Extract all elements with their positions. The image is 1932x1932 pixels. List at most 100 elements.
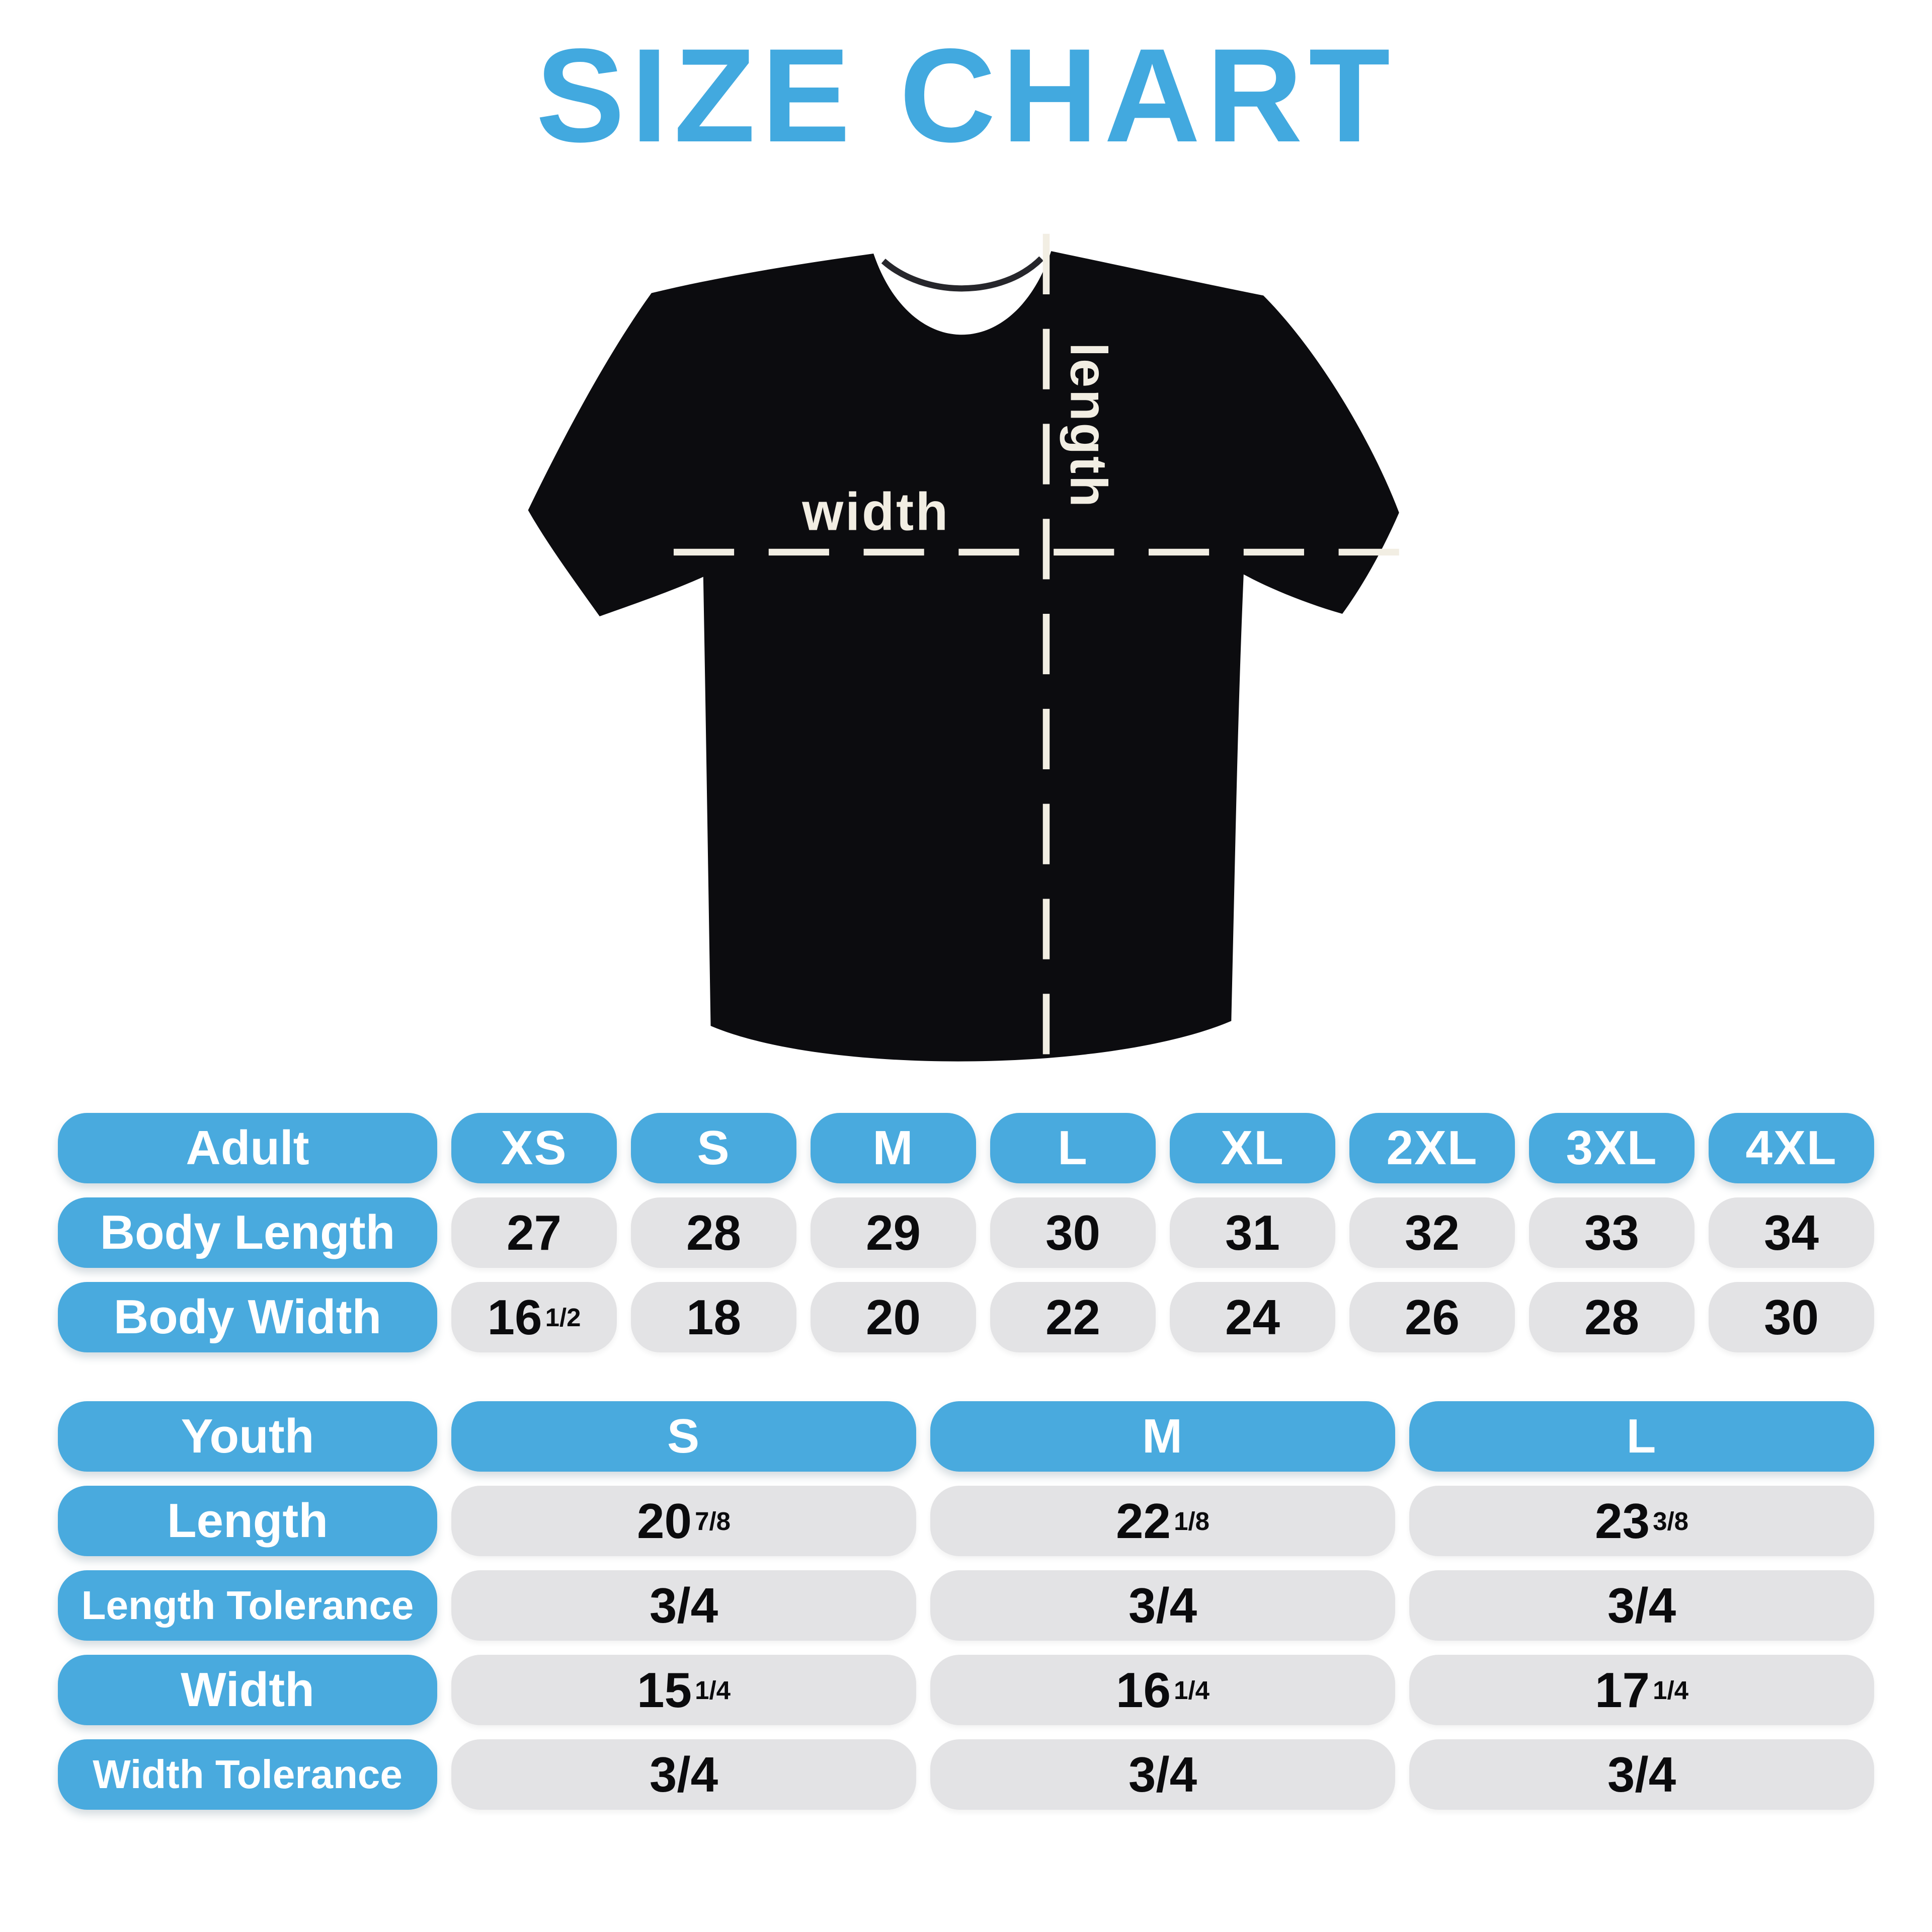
adult-size-header-m: M: [811, 1113, 976, 1183]
youth-width-tolerance-m: 3/4: [930, 1739, 1395, 1810]
row-label-length-tolerance: Length Tolerance: [58, 1570, 437, 1641]
youth-table-title: Youth: [58, 1401, 437, 1472]
value-main: 28: [1584, 1289, 1639, 1345]
body-length-m: 29: [811, 1197, 976, 1268]
youth-size-header-l: L: [1409, 1401, 1874, 1472]
youth-width-m: 16 1/4: [930, 1655, 1395, 1725]
size-label: 3XL: [1566, 1121, 1658, 1175]
value-main: 3/4: [649, 1577, 718, 1633]
youth-length-s: 20 7/8: [451, 1486, 916, 1556]
value-main: 3/4: [1128, 1746, 1197, 1802]
size-label: 2XL: [1386, 1121, 1478, 1175]
youth-width-l: 17 1/4: [1409, 1655, 1874, 1725]
adult-size-header-xs: XS: [451, 1113, 617, 1183]
row-label-text: Body Width: [113, 1290, 382, 1344]
body-width-xl: 24: [1170, 1282, 1335, 1352]
value-fraction: 3/8: [1653, 1506, 1688, 1536]
size-label: M: [872, 1121, 914, 1175]
tshirt-silhouette: [528, 251, 1399, 1062]
row-label-text: Length Tolerance: [81, 1583, 414, 1628]
adult-size-header-l: L: [990, 1113, 1156, 1183]
adult-size-table: Adult XS S M L XL 2XL 3XL 4XL Body Lengt…: [58, 1113, 1874, 1352]
adult-size-header-s: S: [631, 1113, 796, 1183]
adult-table-title-text: Adult: [186, 1121, 309, 1175]
value-main: 22: [1045, 1289, 1100, 1345]
body-length-3xl: 33: [1529, 1197, 1695, 1268]
body-length-2xl: 32: [1349, 1197, 1515, 1268]
width-label: width: [801, 482, 950, 541]
value-main: 30: [1763, 1289, 1819, 1345]
size-label: XS: [501, 1121, 568, 1175]
body-length-4xl: 34: [1709, 1197, 1874, 1268]
row-label-width-tolerance: Width Tolerance: [58, 1739, 437, 1810]
value-main: 29: [865, 1204, 921, 1260]
adult-table-title: Adult: [58, 1113, 437, 1183]
youth-size-header-s: S: [451, 1401, 916, 1472]
row-label-text: Width Tolerance: [93, 1752, 403, 1797]
value-main: 27: [506, 1204, 561, 1260]
value-main: 24: [1225, 1289, 1280, 1345]
body-width-s: 18: [631, 1282, 796, 1352]
value-main: 15: [637, 1662, 692, 1718]
value-main: 20: [637, 1493, 692, 1549]
value-main: 34: [1763, 1204, 1819, 1260]
value-main: 32: [1404, 1204, 1460, 1260]
adult-size-header-3xl: 3XL: [1529, 1113, 1695, 1183]
length-label: length: [1060, 343, 1118, 509]
value-main: 31: [1225, 1204, 1280, 1260]
youth-length-tolerance-l: 3/4: [1409, 1570, 1874, 1641]
size-label: L: [1626, 1409, 1657, 1463]
row-label-length: Length: [58, 1486, 437, 1556]
value-main: 16: [1116, 1662, 1171, 1718]
youth-length-tolerance-m: 3/4: [930, 1570, 1395, 1641]
youth-length-m: 22 1/8: [930, 1486, 1395, 1556]
value-main: 20: [865, 1289, 921, 1345]
size-label: M: [1142, 1409, 1183, 1463]
row-label-text: Width: [181, 1663, 314, 1717]
tshirt-size-diagram: width length: [518, 221, 1419, 1085]
value-fraction: 1/4: [695, 1675, 731, 1705]
value-fraction: 1/4: [1174, 1675, 1210, 1705]
value-main: 3/4: [649, 1746, 718, 1802]
row-label-body-length: Body Length: [58, 1197, 437, 1268]
value-main: 26: [1404, 1289, 1460, 1345]
value-fraction: 1/8: [1174, 1506, 1210, 1536]
value-main: 17: [1595, 1662, 1650, 1718]
row-label-text: Body Length: [100, 1205, 395, 1259]
size-label: 4XL: [1745, 1121, 1837, 1175]
adult-size-header-xl: XL: [1170, 1113, 1335, 1183]
youth-size-header-m: M: [930, 1401, 1395, 1472]
value-main: 22: [1116, 1493, 1171, 1549]
size-label: S: [697, 1121, 731, 1175]
value-main: 3/4: [1128, 1577, 1197, 1633]
youth-table-title-text: Youth: [181, 1409, 314, 1463]
youth-length-tolerance-s: 3/4: [451, 1570, 916, 1641]
adult-size-header-4xl: 4XL: [1709, 1113, 1874, 1183]
collar-inner-line: [881, 256, 1044, 292]
youth-width-s: 15 1/4: [451, 1655, 916, 1725]
body-width-3xl: 28: [1529, 1282, 1695, 1352]
row-label-width: Width: [58, 1655, 437, 1725]
size-label: XL: [1221, 1121, 1284, 1175]
size-label: S: [667, 1409, 701, 1463]
value-main: 30: [1045, 1204, 1100, 1260]
body-width-2xl: 26: [1349, 1282, 1515, 1352]
value-fraction: 7/8: [695, 1506, 731, 1536]
value-main: 23: [1595, 1493, 1650, 1549]
page-title: SIZE CHART: [536, 21, 1396, 170]
value-main: 16: [487, 1289, 542, 1345]
row-label-text: Length: [167, 1494, 328, 1548]
youth-length-l: 23 3/8: [1409, 1486, 1874, 1556]
body-width-m: 20: [811, 1282, 976, 1352]
body-width-xs: 16 1/2: [451, 1282, 617, 1352]
tshirt-svg: width length: [528, 233, 1404, 1078]
youth-width-tolerance-l: 3/4: [1409, 1739, 1874, 1810]
body-width-l: 22: [990, 1282, 1156, 1352]
value-fraction: 1/4: [1653, 1675, 1688, 1705]
value-main: 28: [686, 1204, 741, 1260]
adult-size-header-2xl: 2XL: [1349, 1113, 1515, 1183]
body-length-s: 28: [631, 1197, 796, 1268]
value-main: 18: [686, 1289, 741, 1345]
body-length-l: 30: [990, 1197, 1156, 1268]
value-main: 3/4: [1607, 1746, 1676, 1802]
